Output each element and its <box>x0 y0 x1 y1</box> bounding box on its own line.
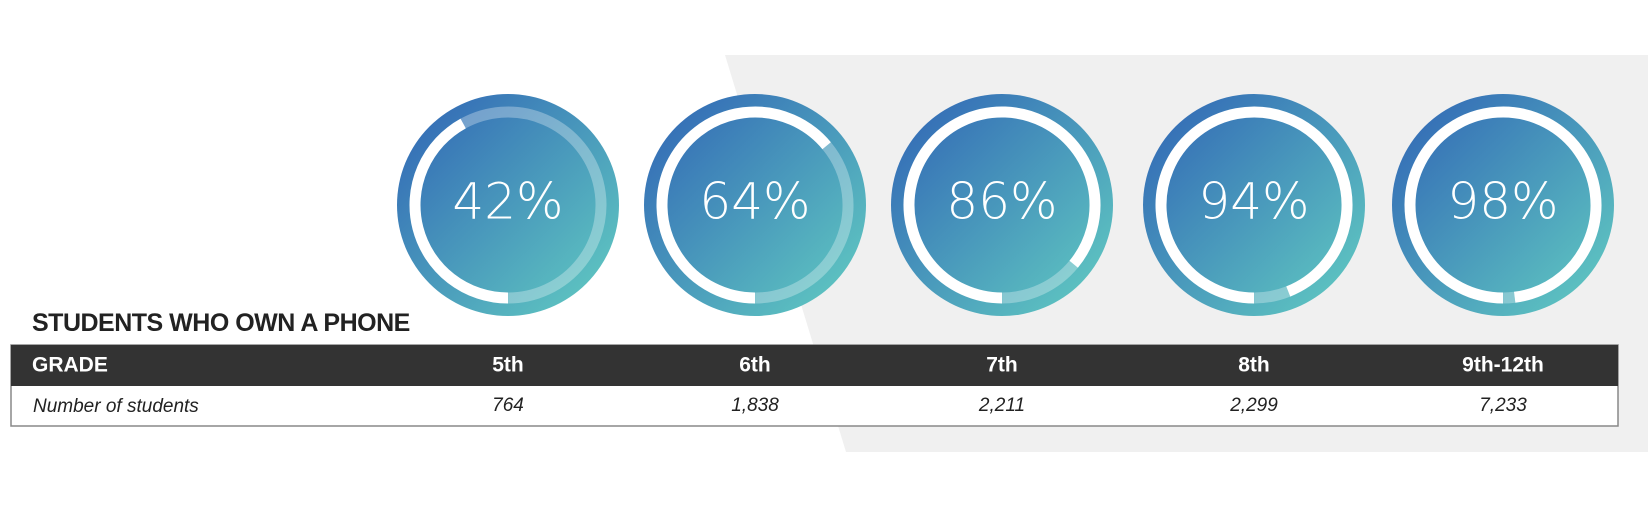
donut-disc <box>397 94 619 316</box>
donut-remainder <box>755 142 854 304</box>
grade-label: 8th <box>1238 354 1270 377</box>
student-count: 2,211 <box>978 395 1025 416</box>
donut-remainder <box>1502 291 1516 304</box>
grade-label: 9th-12th <box>1462 354 1544 377</box>
student-count: 764 <box>492 395 524 416</box>
chart-title: STUDENTS WHO OWN A PHONE <box>32 309 410 337</box>
grade-label: 5th <box>492 354 524 377</box>
row-label: Number of students <box>33 396 199 417</box>
donut-remainder <box>1001 260 1078 304</box>
table-header <box>11 345 1618 386</box>
percent-label: 86% <box>946 173 1057 231</box>
donut-disc <box>1143 94 1365 316</box>
student-count: 7,233 <box>1479 395 1527 416</box>
donut-arc <box>903 106 1101 304</box>
donut-arc <box>409 118 509 304</box>
donut-remainder <box>460 106 607 304</box>
donut-disc <box>1392 94 1614 316</box>
donut-disc <box>644 94 866 316</box>
donut-arc <box>656 106 831 304</box>
student-count: 2,299 <box>1229 395 1278 416</box>
grade-label: 7th <box>986 354 1018 377</box>
percent-label: 98% <box>1447 173 1558 231</box>
donut-remainder <box>1253 286 1291 304</box>
donut-arc <box>1155 106 1353 304</box>
student-count: 1,838 <box>731 395 779 416</box>
percent-label: 94% <box>1198 173 1309 231</box>
donut-disc <box>891 94 1113 316</box>
percent-label: 42% <box>452 173 563 231</box>
header-label: GRADE <box>32 354 108 377</box>
donut-arc <box>1404 106 1602 304</box>
percent-label: 64% <box>699 173 810 231</box>
grade-label: 6th <box>739 354 771 377</box>
